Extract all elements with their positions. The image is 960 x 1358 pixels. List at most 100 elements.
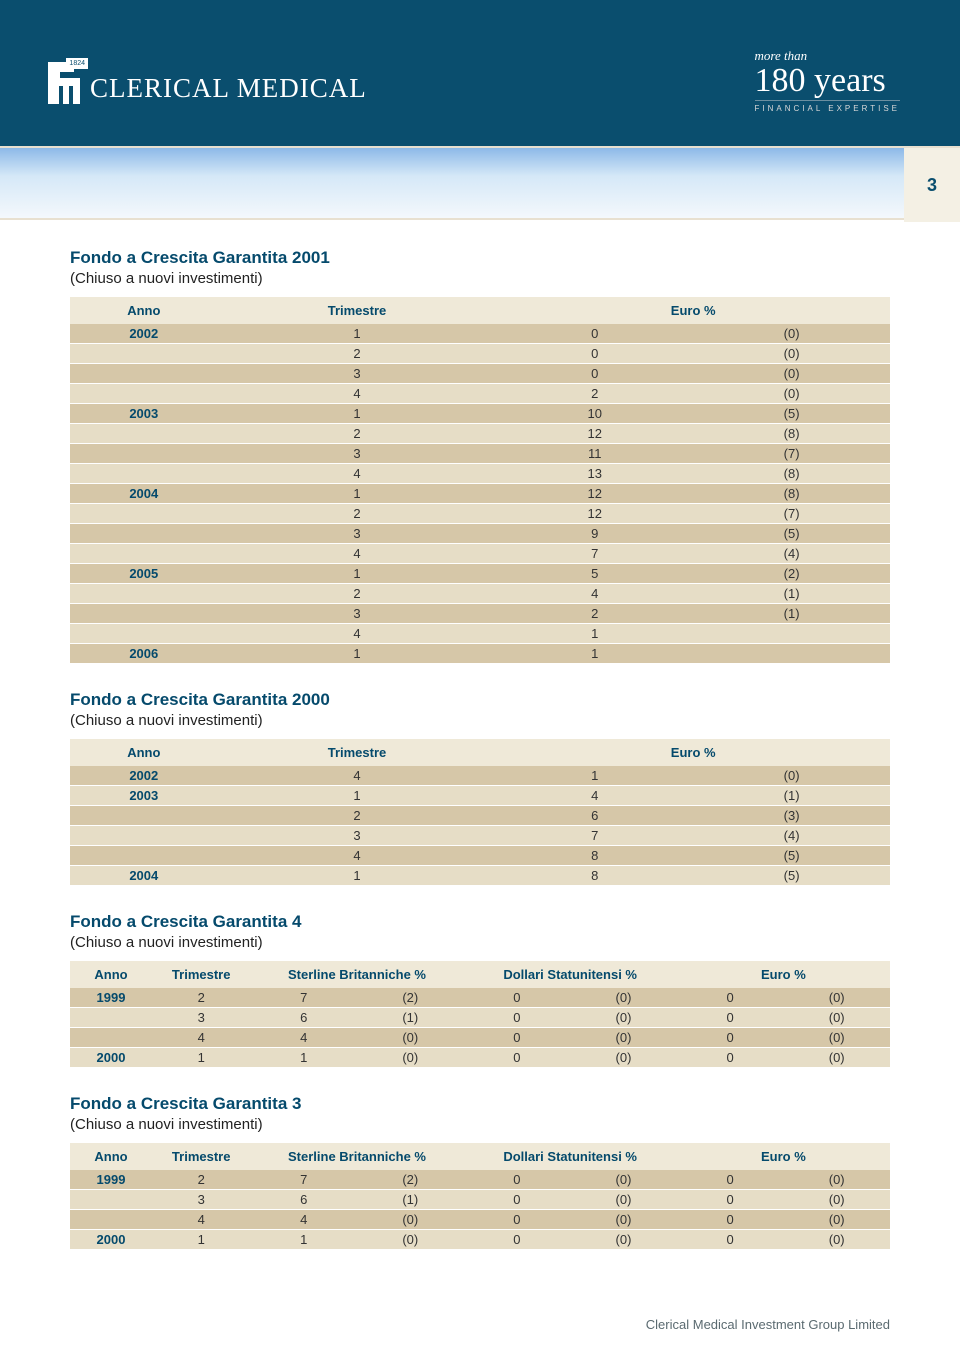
cell-anno: 2003 xyxy=(70,786,218,806)
cell-value: 4 xyxy=(496,786,693,806)
cell-value: (8) xyxy=(693,484,890,504)
table-title: Fondo a Crescita Garantita 2000 xyxy=(70,690,890,710)
cell-value: 4 xyxy=(218,766,497,786)
cell-value: (0) xyxy=(570,1170,677,1190)
cell-value: (4) xyxy=(693,544,890,564)
cell-anno xyxy=(70,444,218,464)
cell-value: 0 xyxy=(464,1008,571,1028)
logo-icon: 1824 xyxy=(48,58,84,104)
cell-value: 4 xyxy=(250,1210,357,1230)
cell-value: 0 xyxy=(464,1170,571,1190)
cell-anno xyxy=(70,624,218,644)
table-title: Fondo a Crescita Garantita 3 xyxy=(70,1094,890,1114)
column-header: Anno xyxy=(70,1143,152,1170)
cell-value: 4 xyxy=(152,1210,250,1230)
cell-value: 7 xyxy=(250,988,357,1008)
cell-value: 1 xyxy=(218,484,497,504)
cell-value: 1 xyxy=(218,644,497,664)
table-row: 36(1)0(0)0(0) xyxy=(70,1190,890,1210)
cell-value: (7) xyxy=(693,504,890,524)
cell-value: 3 xyxy=(152,1008,250,1028)
cell-value: (0) xyxy=(570,1190,677,1210)
column-header: Sterline Britanniche % xyxy=(250,1143,463,1170)
badge-tag: FINANCIAL EXPERTISE xyxy=(755,100,900,113)
cell-value: 0 xyxy=(464,1210,571,1230)
cell-anno: 2004 xyxy=(70,866,218,886)
cell-value: (1) xyxy=(693,786,890,806)
cell-value: 1 xyxy=(152,1048,250,1068)
cell-value: 2 xyxy=(496,604,693,624)
cell-anno xyxy=(70,584,218,604)
cell-value: (1) xyxy=(693,604,890,624)
years-badge: more than 180 years FINANCIAL EXPERTISE xyxy=(755,48,900,113)
table-row: 44(0)0(0)0(0) xyxy=(70,1210,890,1230)
cell-value: 12 xyxy=(496,484,693,504)
column-header: Sterline Britanniche % xyxy=(250,961,463,988)
table-row: 200515(2) xyxy=(70,564,890,584)
cell-value: (1) xyxy=(357,1190,464,1210)
table-row: 39(5) xyxy=(70,524,890,544)
cell-value: 4 xyxy=(152,1028,250,1048)
cell-value: 12 xyxy=(496,424,693,444)
cell-value: (5) xyxy=(693,866,890,886)
table-row: 42(0) xyxy=(70,384,890,404)
cell-value: 4 xyxy=(218,544,497,564)
cell-value: 8 xyxy=(496,846,693,866)
column-header: Trimestre xyxy=(218,297,497,324)
cell-anno: 2003 xyxy=(70,404,218,424)
cell-value: (0) xyxy=(570,1230,677,1250)
cell-anno: 1999 xyxy=(70,988,152,1008)
column-header: Dollari Statunitensi % xyxy=(464,1143,677,1170)
table-row: 2003110(5) xyxy=(70,404,890,424)
cell-value: (7) xyxy=(693,444,890,464)
badge-years: 180 years xyxy=(755,64,900,98)
data-table: AnnoTrimestreEuro %200241(0)200314(1)26(… xyxy=(70,739,890,886)
table-row: 26(3) xyxy=(70,806,890,826)
cell-anno: 2002 xyxy=(70,324,218,344)
cell-value: 1 xyxy=(250,1230,357,1250)
cell-value: 2 xyxy=(152,988,250,1008)
table-row: 212(8) xyxy=(70,424,890,444)
cell-value: 3 xyxy=(218,364,497,384)
cell-value: 0 xyxy=(496,344,693,364)
cell-value: 4 xyxy=(250,1028,357,1048)
cell-value: 0 xyxy=(677,988,784,1008)
cell-value: 3 xyxy=(218,604,497,624)
table-row: 20(0) xyxy=(70,344,890,364)
cell-anno: 2000 xyxy=(70,1048,152,1068)
table-row: 200314(1) xyxy=(70,786,890,806)
cell-anno: 2000 xyxy=(70,1230,152,1250)
table-row: 41 xyxy=(70,624,890,644)
cell-value: 7 xyxy=(496,826,693,846)
cell-value: 6 xyxy=(496,806,693,826)
cell-value: 0 xyxy=(464,1048,571,1068)
cell-value: (3) xyxy=(693,806,890,826)
cell-value: (0) xyxy=(783,1170,890,1190)
cell-value: 12 xyxy=(496,504,693,524)
cell-value: 0 xyxy=(464,988,571,1008)
table-row: 199927(2)0(0)0(0) xyxy=(70,1170,890,1190)
table-row: 36(1)0(0)0(0) xyxy=(70,1008,890,1028)
cell-value: 4 xyxy=(218,384,497,404)
table-row: 30(0) xyxy=(70,364,890,384)
cell-value: (0) xyxy=(783,1008,890,1028)
cell-anno xyxy=(70,1028,152,1048)
cell-value: 1 xyxy=(218,564,497,584)
cell-value: 1 xyxy=(496,766,693,786)
table-subtitle: (Chiuso a nuovi investimenti) xyxy=(70,270,890,287)
cell-anno xyxy=(70,344,218,364)
cell-value: (0) xyxy=(357,1048,464,1068)
cell-value: (0) xyxy=(693,384,890,404)
cell-value: (2) xyxy=(357,1170,464,1190)
cell-value: 13 xyxy=(496,464,693,484)
column-header: Trimestre xyxy=(152,1143,250,1170)
table-row: 413(8) xyxy=(70,464,890,484)
table-row: 200210(0) xyxy=(70,324,890,344)
table-row: 200011(0)0(0)0(0) xyxy=(70,1048,890,1068)
table-row: 37(4) xyxy=(70,826,890,846)
table-row: 2004112(8) xyxy=(70,484,890,504)
cell-anno xyxy=(70,464,218,484)
cell-anno xyxy=(70,384,218,404)
logo-year: 1824 xyxy=(66,58,88,69)
hero-image-band: 3 xyxy=(0,146,960,220)
